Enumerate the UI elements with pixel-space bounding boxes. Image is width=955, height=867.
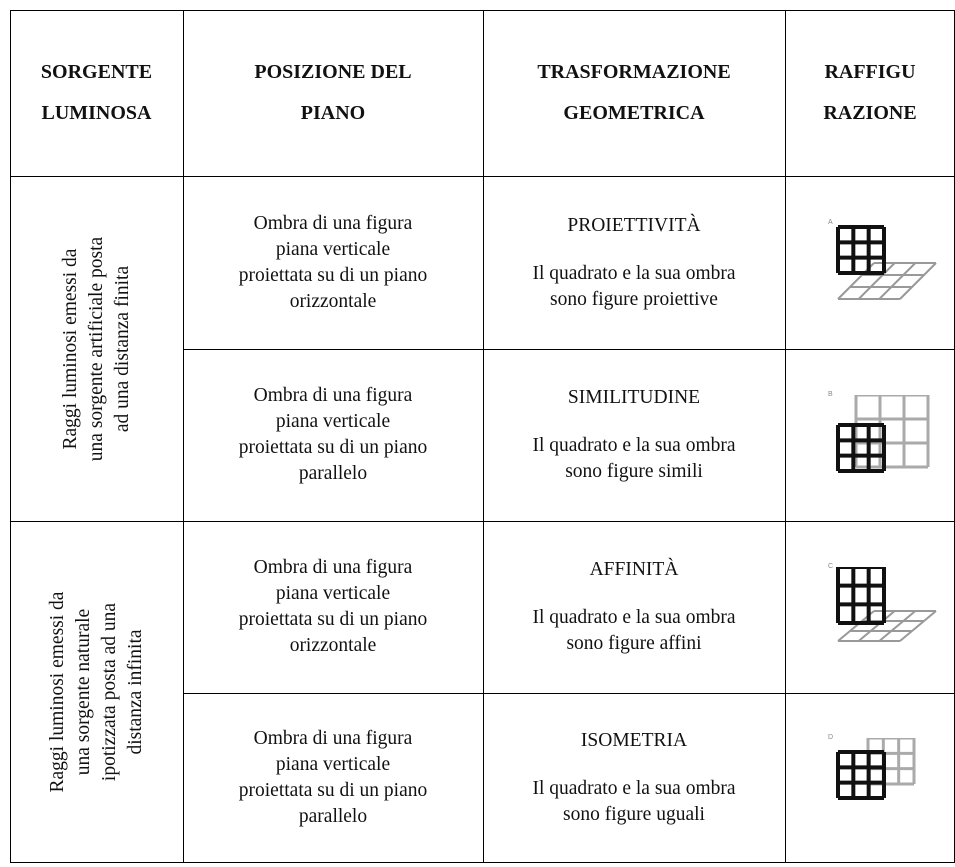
icon-label: C <box>828 563 834 570</box>
header-cell: RAFFIGU RAZIONE <box>823 61 917 124</box>
transformation-title: SIMILITUDINE <box>567 387 701 408</box>
transformation-cell: PROIETTIVITÀ Il quadrato e la sua ombra s… <box>483 176 785 349</box>
transformation-cell: SIMILITUDINE Il quadrato e la sua ombra s… <box>483 349 785 521</box>
position-cell: Ombra di una figura piana verticale proi… <box>238 727 428 827</box>
transformation-title: AFFINITÀ <box>589 559 679 580</box>
position-cell: Ombra di una figura piana verticale proi… <box>238 212 428 312</box>
border-vertical <box>183 10 184 862</box>
border-horizontal <box>10 176 955 177</box>
source-text: Raggi luminosi emessi da una sorgente na… <box>46 591 146 792</box>
transformation-description: Il quadrato e la sua ombra sono figure p… <box>532 262 736 310</box>
border-vertical <box>785 10 786 862</box>
border-horizontal <box>183 693 955 694</box>
transformation-title: ISOMETRIA <box>580 729 688 751</box>
icon-line <box>857 261 896 300</box>
figure-icon <box>836 567 937 642</box>
header-cell: TRASFORMAZIONE GEOMETRICA <box>537 61 731 124</box>
icon-line <box>878 261 917 300</box>
icon-label: B <box>828 391 833 398</box>
icon-line <box>899 610 937 642</box>
transformation-description: Il quadrato e la sua ombra sono figure a… <box>532 607 736 654</box>
source-text: Raggi luminosi emessi da una sorgente ar… <box>59 236 133 461</box>
figure-icon <box>836 395 930 473</box>
transformation-description: Il quadrato e la sua ombra sono figure s… <box>532 435 736 482</box>
figure-icon <box>836 224 937 300</box>
position-cell: Ombra di una figura piana verticale proi… <box>238 385 428 484</box>
border-horizontal <box>10 862 955 863</box>
icon-label: A <box>828 218 833 226</box>
transformation-cell: ISOMETRIA Il quadrato e la sua ombra sono… <box>483 693 785 862</box>
header-cell: POSIZIONE DEL PIANO <box>254 61 412 124</box>
border-vertical <box>483 10 484 862</box>
border-vertical <box>10 10 11 862</box>
border-horizontal <box>10 10 955 11</box>
transformation-description: Il quadrato e la sua ombra sono figure u… <box>532 777 736 825</box>
icon-line <box>858 610 896 642</box>
border-horizontal <box>183 349 955 350</box>
border-horizontal <box>10 521 955 522</box>
icon-line <box>878 610 916 642</box>
transformation-title: PROIETTIVITÀ <box>567 214 701 236</box>
transformation-cell: AFFINITÀ Il quadrato e la sua ombra sono … <box>483 521 785 693</box>
icon-line <box>899 261 937 300</box>
figure-icon <box>836 737 916 800</box>
position-cell: Ombra di una figura piana verticale proi… <box>238 557 428 656</box>
header-cell: SORGENTE LUMINOSA <box>40 61 153 124</box>
icon-label: D <box>828 733 834 741</box>
